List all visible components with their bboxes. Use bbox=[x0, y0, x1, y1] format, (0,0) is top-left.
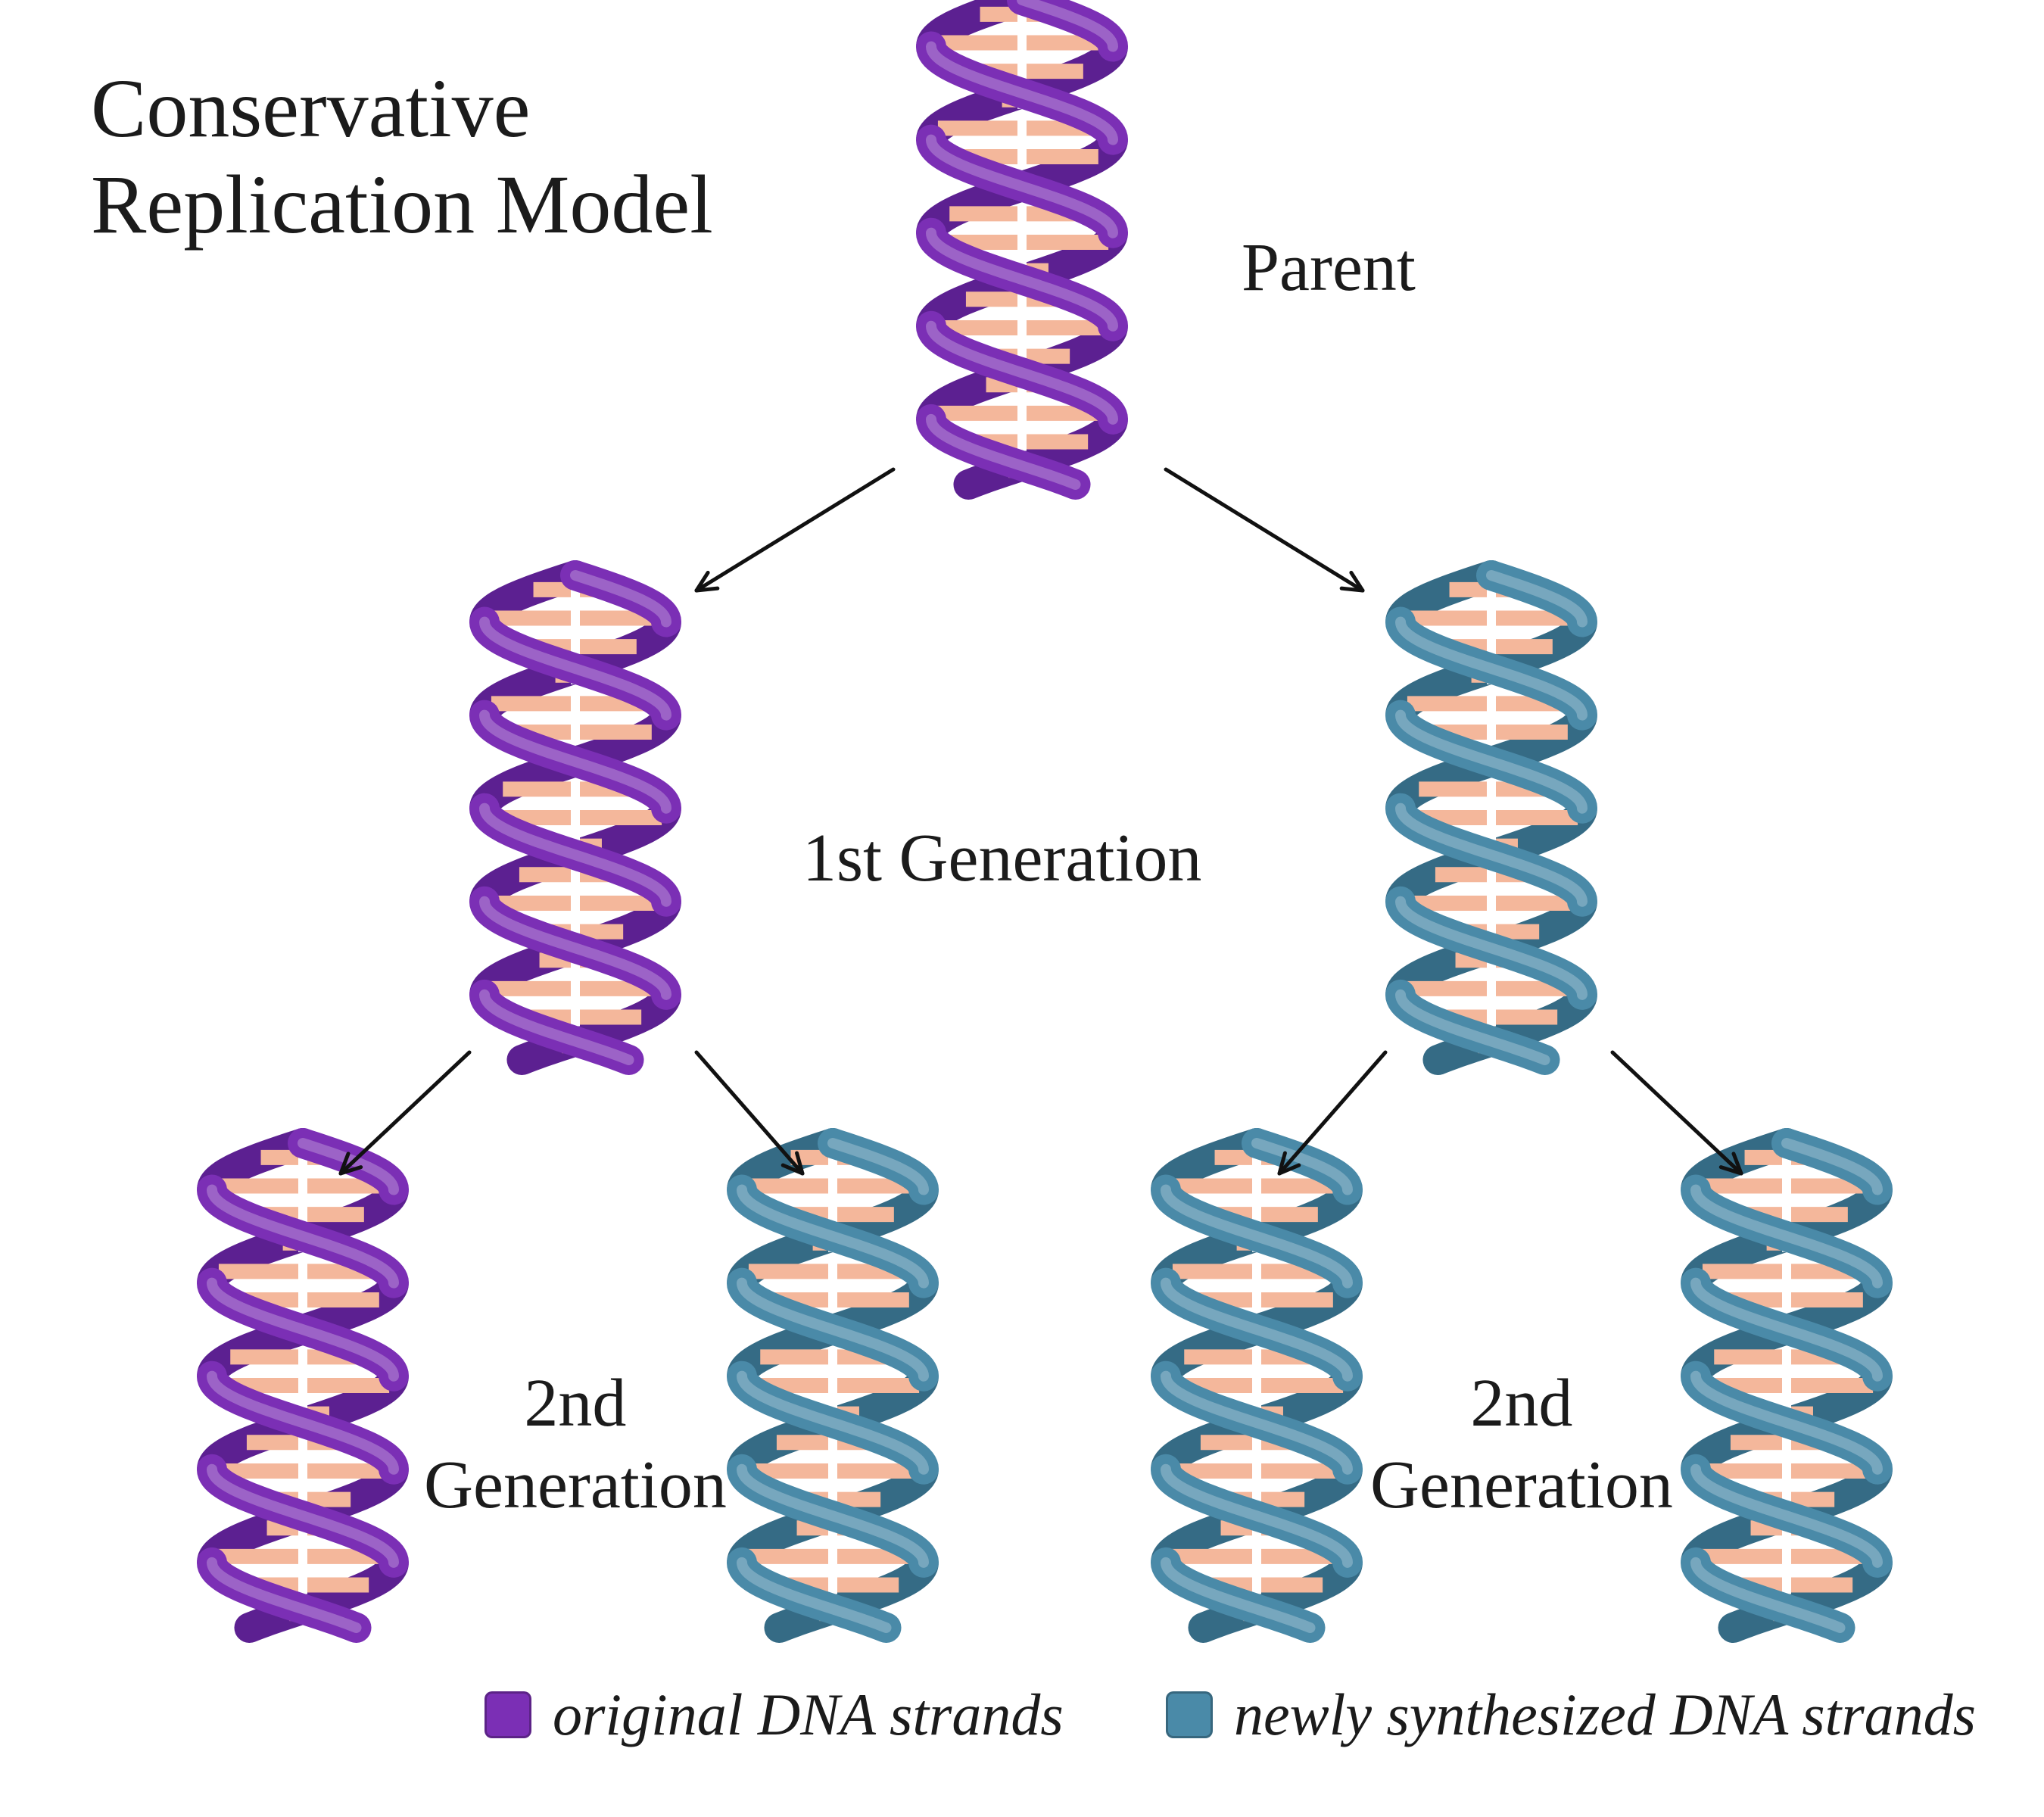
label-gen1: 1st Generation bbox=[802, 818, 1201, 899]
legend-text: original DNA strands bbox=[553, 1681, 1064, 1749]
label-gen2a: 2nd Generation bbox=[424, 1363, 727, 1526]
legend-item-0: original DNA strands bbox=[485, 1681, 1064, 1749]
label-parent: Parent bbox=[1242, 227, 1416, 309]
arrow-3 bbox=[674, 1030, 825, 1196]
dna-helix-gen1-left bbox=[469, 575, 681, 1060]
arrow-5 bbox=[1590, 1030, 1764, 1196]
arrow-0 bbox=[674, 447, 916, 613]
legend-swatch bbox=[485, 1691, 531, 1738]
arrow-4 bbox=[1257, 1030, 1408, 1196]
legend-item-1: newly synthesized DNA strands bbox=[1166, 1681, 1976, 1749]
dna-helix-gen2-3 bbox=[1151, 1143, 1363, 1628]
legend-text: newly synthesized DNA strands bbox=[1234, 1681, 1976, 1749]
legend-swatch bbox=[1166, 1691, 1213, 1738]
dna-helix-parent bbox=[916, 0, 1128, 485]
dna-helix-gen2-4 bbox=[1681, 1143, 1893, 1628]
dna-helix-gen2-2 bbox=[727, 1143, 939, 1628]
arrow-1 bbox=[1143, 447, 1385, 613]
dna-helix-gen2-1 bbox=[197, 1143, 409, 1628]
diagram-title: Conservative Replication Model bbox=[91, 61, 713, 252]
dna-helix-gen1-right bbox=[1385, 575, 1597, 1060]
label-gen2b: 2nd Generation bbox=[1370, 1363, 1673, 1526]
arrow-2 bbox=[318, 1030, 492, 1196]
